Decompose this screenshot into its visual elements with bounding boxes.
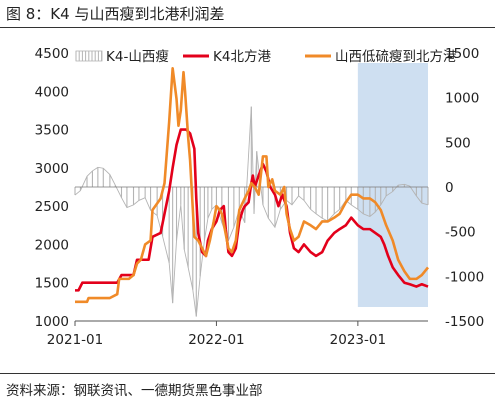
- dual-axis-chart: 1000 1500 2000 2500 3000 3500 4000 4500 -1500 -10…: [35, 46, 485, 348]
- x-tick-label: 2023-01: [330, 332, 386, 348]
- axes: 1000 1500 2000 2500 3000 3500 4000 4500 -1500 -10…: [35, 46, 485, 348]
- legend-swatch-frame: [75, 50, 103, 62]
- line-series-layer: [75, 67, 430, 304]
- bottom-rule: [0, 373, 495, 374]
- y-right-tick-label: -500: [445, 225, 476, 241]
- y-right-tick-label: -1000: [445, 269, 484, 285]
- y-left-tick-label: 4000: [35, 84, 69, 100]
- y-right-tick-label: 0: [445, 180, 454, 196]
- source-note: 资料来源：钢联资讯、一德期货黑色事业部: [6, 383, 263, 399]
- y-right-tick-label: 1000: [445, 91, 479, 107]
- legend-label: K4-山西瘦: [106, 48, 169, 65]
- legend-label: 山西低硫瘦到北方港: [335, 48, 457, 65]
- x-tick-label: 2021-01: [47, 332, 103, 348]
- legend-swatch-bars: [75, 50, 103, 62]
- x-tick-label: 2022-01: [188, 332, 244, 348]
- y-right-tick-label: -1500: [445, 314, 484, 330]
- highlight-region-layer: [357, 63, 428, 307]
- series-line: [75, 67, 430, 304]
- figure-title: 图 8：K4 与山西瘦到北港利润差: [6, 5, 225, 23]
- y-left-tick-label: 2000: [35, 237, 69, 253]
- y-left-tick-label: 2500: [35, 199, 69, 215]
- highlight-region: [357, 63, 428, 307]
- k4-shanxi-diff-bars: [74, 106, 429, 317]
- y-left-tick-label: 3500: [35, 123, 69, 139]
- y-right-tick-label: 500: [445, 135, 471, 151]
- y-left-tick-label: 1000: [35, 314, 69, 330]
- legend: K4-山西瘦 K4北方港 山西低硫瘦到北方港: [75, 48, 457, 65]
- y-left-tick-label: 1500: [35, 276, 69, 292]
- y-left-tick-label: 3000: [35, 161, 69, 177]
- legend-label: K4北方港: [213, 49, 271, 65]
- top-rule: [0, 27, 495, 28]
- y-right-tick-label: 1500: [445, 46, 479, 62]
- y-left-tick-label: 4500: [35, 46, 69, 62]
